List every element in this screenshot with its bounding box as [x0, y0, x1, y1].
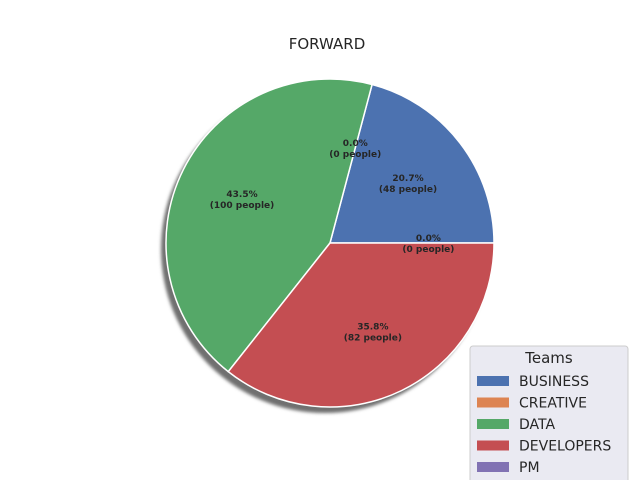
slice-count-developers: (82 people) — [344, 334, 402, 344]
slice-count-creative: (0 people) — [329, 150, 381, 160]
slice-label-developers: 35.8% (82 people) — [344, 323, 402, 344]
slice-percent-creative: 0.0% — [343, 139, 368, 149]
slice-count-data: (100 people) — [210, 201, 275, 211]
slice-label-business: 20.7% (48 people) — [379, 174, 437, 195]
legend-label-creative: CREATIVE — [519, 396, 587, 412]
slice-percent-developers: 35.8% — [357, 323, 388, 333]
slice-count-pm: (0 people) — [402, 245, 454, 255]
pie-slice-business — [329, 83, 495, 244]
legend-frame — [469, 345, 629, 480]
legend-swatch-pm — [477, 462, 509, 472]
legend-swatch-creative — [477, 397, 509, 408]
legend-swatch-business — [477, 376, 509, 386]
slice-label-group: 20.7% (48 people)0.0% (0 people)43.5% (100 … — [210, 139, 455, 344]
legend-swatch-data — [477, 419, 509, 429]
slice-label-data: 43.5% (100 people) — [210, 190, 275, 211]
legend-title: Teams — [524, 349, 573, 367]
slice-count-business: (48 people) — [379, 185, 437, 195]
slice-percent-business: 20.7% — [392, 174, 423, 184]
legend: Teams BUSINESS CREATIVE DATA DEVELOPERS PM — [469, 345, 629, 480]
legend-label-developers: DEVELOPERS — [519, 439, 611, 455]
pie-slice-data — [165, 78, 374, 373]
chart-title: FORWARD — [289, 35, 366, 53]
pie-group — [161, 78, 495, 413]
slice-percent-pm: 0.0% — [416, 234, 441, 244]
slice-label-pm: 0.0% (0 people) — [402, 234, 454, 255]
legend-label-data: DATA — [519, 417, 555, 433]
pie-slice-developers — [227, 242, 495, 408]
slice-label-creative: 0.0% (0 people) — [329, 139, 381, 160]
legend-label-business: BUSINESS — [519, 374, 589, 390]
legend-swatch-developers — [477, 440, 509, 451]
slice-percent-data: 43.5% — [226, 190, 257, 200]
legend-label-pm: PM — [519, 460, 540, 476]
